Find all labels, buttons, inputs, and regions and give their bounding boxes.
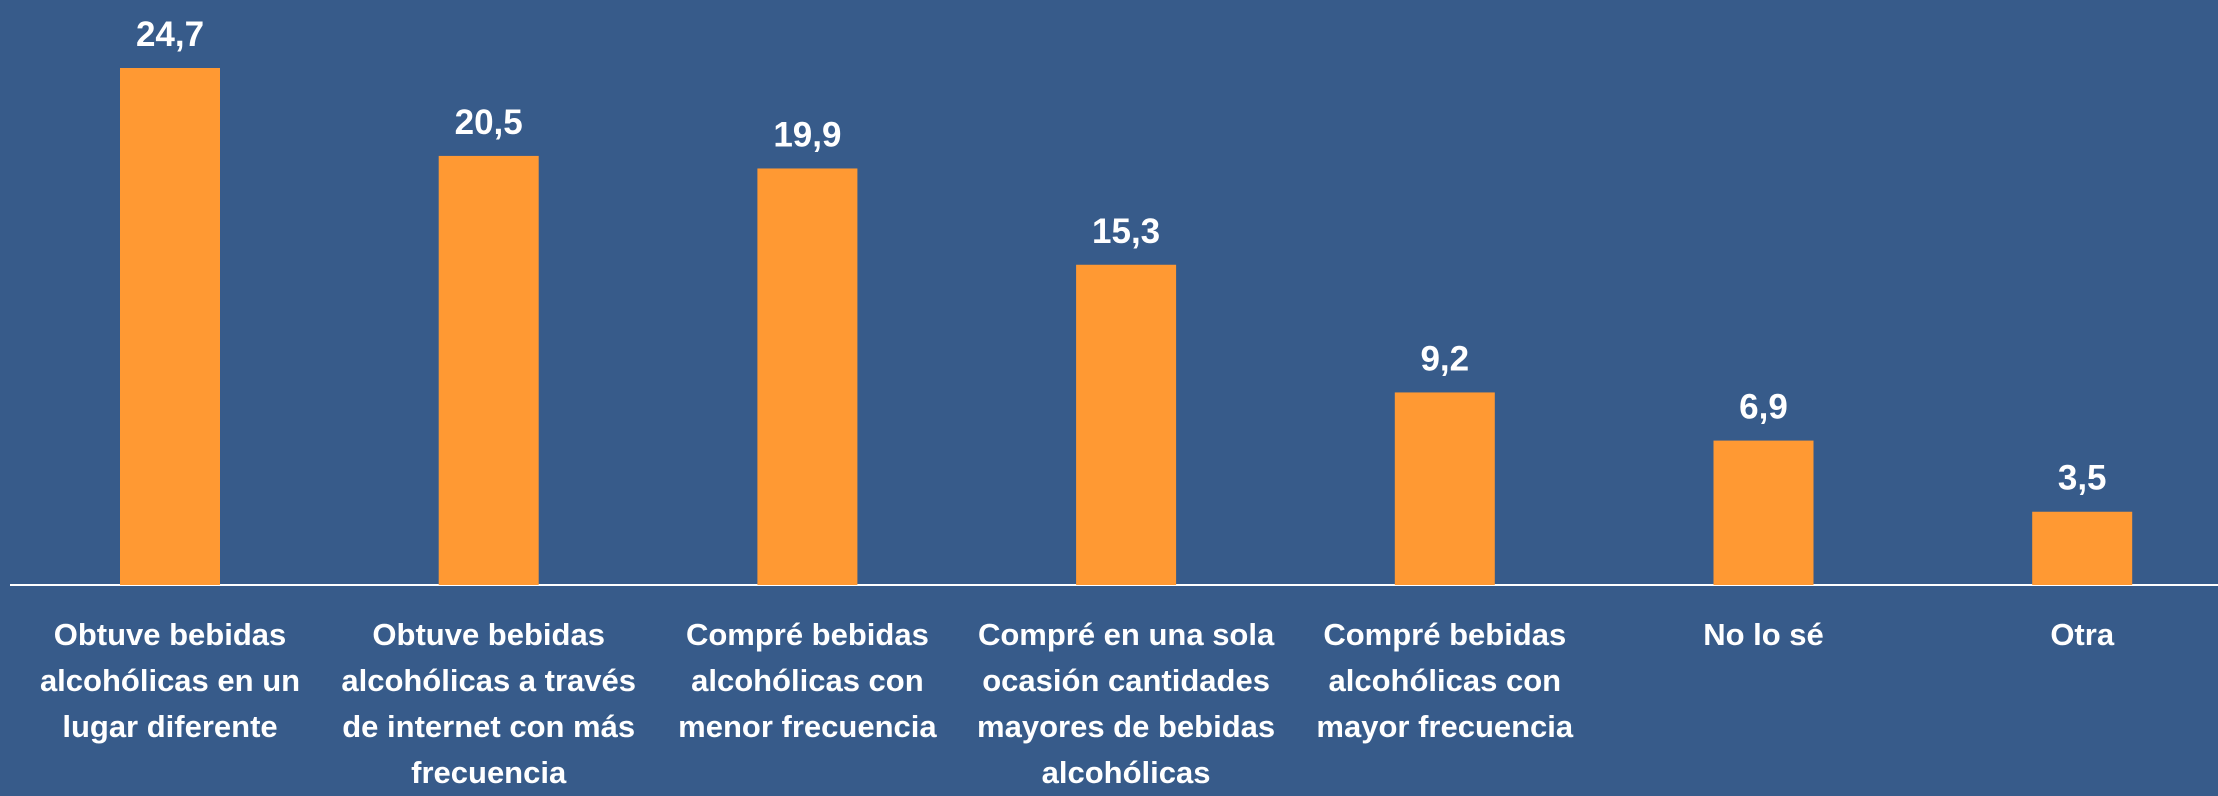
bar (757, 168, 858, 585)
value-label: 20,5 (455, 103, 523, 142)
x-tick-label: Obtuve bebidas alcohólicas a través de i… (341, 617, 637, 790)
value-label: 9,2 (1420, 339, 1469, 378)
x-tick-label: Compré bebidas alcohólicas con mayor fre… (1316, 617, 1574, 744)
x-tick-label: Otra (2050, 617, 2115, 652)
value-label: 3,5 (2058, 459, 2107, 498)
bar (120, 68, 220, 585)
value-label: 24,7 (136, 15, 204, 54)
value-label: 19,9 (773, 115, 841, 154)
bar (2032, 511, 2133, 585)
bar (438, 155, 539, 585)
bar (1076, 264, 1177, 585)
x-tick-label: Compré en una sola ocasión cantidades ma… (977, 617, 1276, 790)
value-label: 15,3 (1092, 212, 1160, 251)
bar (1394, 392, 1495, 585)
value-label: 6,9 (1739, 388, 1788, 427)
bar (1713, 440, 1814, 585)
x-tick-label: Obtuve bebidas alcohólicas en un lugar d… (39, 617, 301, 744)
x-tick-label: No lo sé (1703, 617, 1824, 652)
x-tick-label: Compré bebidas alcohólicas con menor fre… (678, 617, 937, 744)
